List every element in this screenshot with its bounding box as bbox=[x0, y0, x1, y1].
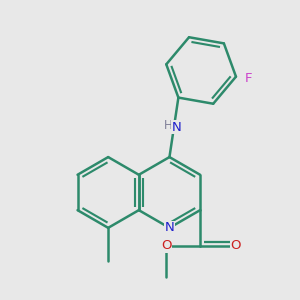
Text: N: N bbox=[165, 221, 174, 234]
Text: N: N bbox=[172, 121, 182, 134]
Text: O: O bbox=[161, 239, 172, 252]
Text: F: F bbox=[245, 72, 252, 85]
Text: O: O bbox=[230, 239, 241, 252]
Text: H: H bbox=[164, 119, 172, 132]
